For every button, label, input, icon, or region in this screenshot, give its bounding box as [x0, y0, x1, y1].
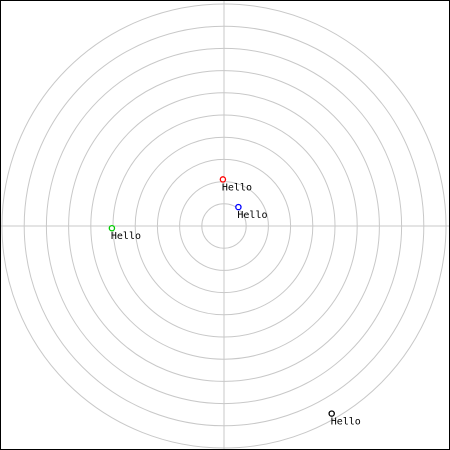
point-marker-blue[interactable]: [235, 203, 242, 211]
point-label-green: Hello: [111, 231, 141, 242]
point-marker-green[interactable]: [108, 224, 116, 232]
point-marker-red[interactable]: [219, 176, 227, 183]
point-label-blue: Hello: [237, 210, 267, 221]
point-black[interactable]: Hello: [328, 410, 361, 428]
point-blue[interactable]: Hello: [235, 203, 268, 222]
point-green[interactable]: Hello: [108, 224, 141, 243]
point-marker-black[interactable]: [328, 410, 335, 417]
point-red[interactable]: Hello: [219, 176, 252, 194]
point-markers: Hello Hello Hello Hello: [108, 176, 361, 428]
point-label-black: Hello: [331, 417, 361, 428]
point-label-red: Hello: [222, 182, 252, 193]
